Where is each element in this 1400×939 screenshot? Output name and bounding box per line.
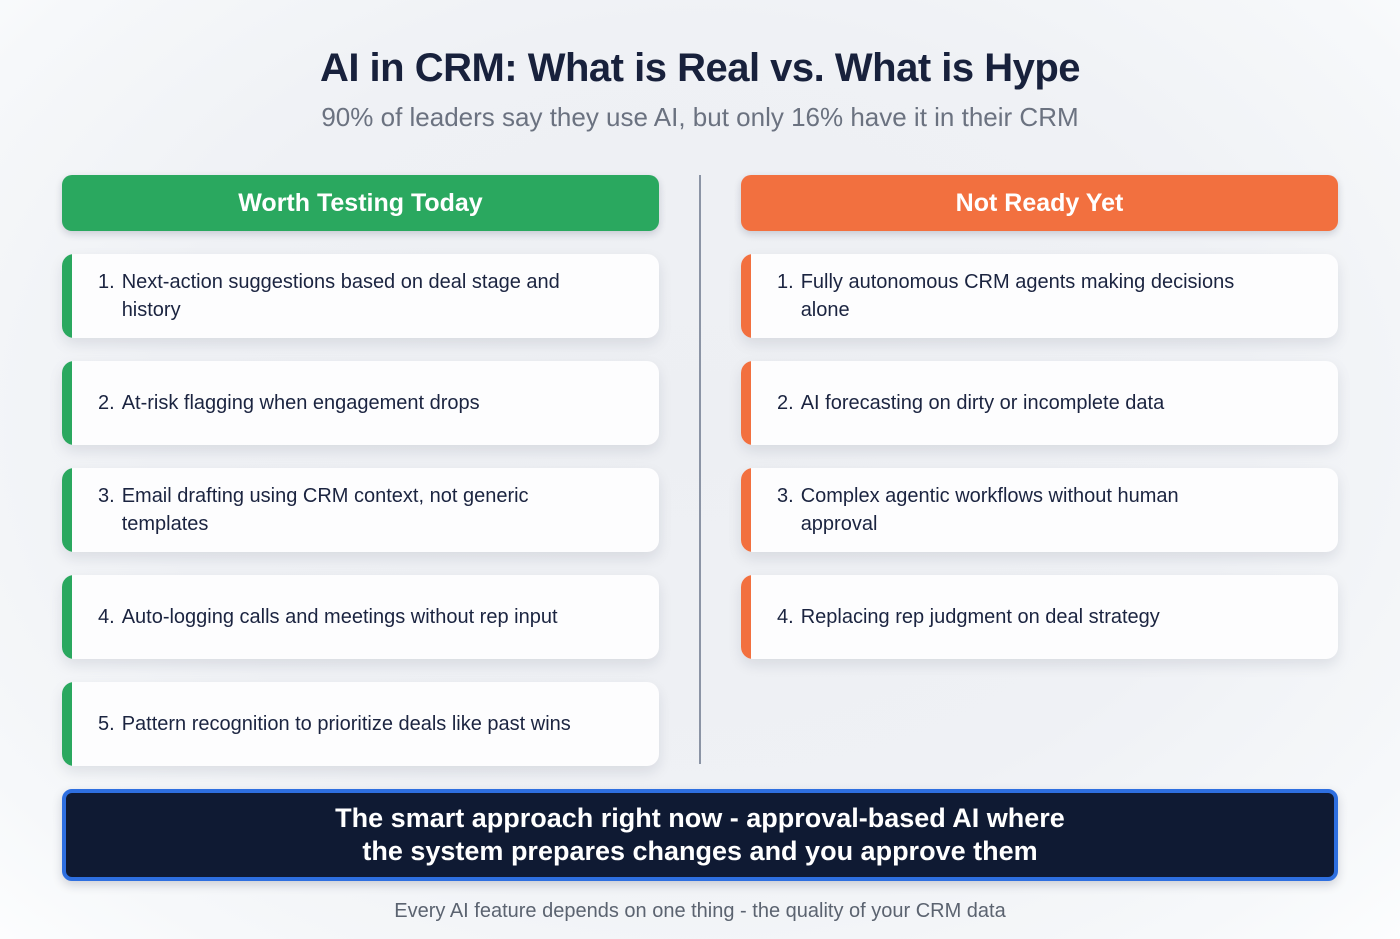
- list-item: 2. At-risk flagging when engagement drop…: [62, 361, 659, 446]
- list-item: 4. Auto-logging calls and meetings witho…: [62, 575, 659, 660]
- item-number: 1.: [98, 270, 115, 293]
- item-text: At-risk flagging when engagement drops: [121, 391, 480, 414]
- list-item: 1. Fully autonomous CRM agents making de…: [741, 254, 1338, 339]
- item-text: Complex agentic workflows without human …: [800, 484, 1179, 536]
- item-number: 2.: [777, 391, 794, 414]
- item-number: 3.: [777, 484, 794, 507]
- item-text: Pattern recognition to prioritize deals …: [121, 712, 571, 735]
- green-accent-bar: [62, 682, 72, 767]
- list-item: 5. Pattern recognition to prioritize dea…: [62, 682, 659, 767]
- item-text: Next-action suggestions based on deal st…: [121, 270, 560, 322]
- item-text: Email drafting using CRM context, not ge…: [121, 484, 529, 536]
- column-header-worth-testing: Worth Testing Today: [62, 175, 659, 232]
- smart-approach-banner: The smart approach right now - approval-…: [62, 789, 1338, 882]
- green-accent-bar: [62, 468, 72, 553]
- item-number: 3.: [98, 484, 115, 507]
- item-number: 5.: [98, 712, 115, 735]
- orange-accent-bar: [741, 575, 751, 660]
- item-number: 4.: [777, 605, 794, 628]
- list-item: 1. Next-action suggestions based on deal…: [62, 254, 659, 339]
- item-number: 4.: [98, 605, 115, 628]
- item-number: 1.: [777, 270, 794, 293]
- list-item: 3. Complex agentic workflows without hum…: [741, 468, 1338, 553]
- column-not-ready: Not Ready Yet 1. Fully autonomous CRM ag…: [741, 175, 1338, 766]
- green-accent-bar: [62, 361, 72, 446]
- column-divider: [699, 175, 701, 765]
- comparison-columns: Worth Testing Today 1. Next-action sugge…: [62, 175, 1338, 767]
- item-text: Replacing rep judgment on deal strategy: [800, 605, 1160, 628]
- list-item: 2. AI forecasting on dirty or incomplete…: [741, 361, 1338, 446]
- footer-note: Every AI feature depends on one thing - …: [394, 900, 1006, 923]
- item-text: AI forecasting on dirty or incomplete da…: [800, 391, 1165, 414]
- page-title: AI in CRM: What is Real vs. What is Hype: [319, 46, 1081, 90]
- list-item: 3. Email drafting using CRM context, not…: [62, 468, 659, 553]
- list-item: 4. Replacing rep judgment on deal strate…: [741, 575, 1338, 660]
- orange-accent-bar: [741, 361, 751, 446]
- green-accent-bar: [62, 575, 72, 660]
- column-worth-testing: Worth Testing Today 1. Next-action sugge…: [62, 175, 659, 767]
- orange-accent-bar: [741, 468, 751, 553]
- orange-accent-bar: [741, 254, 751, 339]
- item-number: 2.: [98, 391, 115, 414]
- column-header-not-ready: Not Ready Yet: [741, 175, 1338, 232]
- item-text: Auto-logging calls and meetings without …: [121, 605, 558, 628]
- green-accent-bar: [62, 254, 72, 339]
- item-text: Fully autonomous CRM agents making decis…: [800, 270, 1235, 322]
- page-subtitle: 90% of leaders say they use AI, but only…: [321, 102, 1079, 132]
